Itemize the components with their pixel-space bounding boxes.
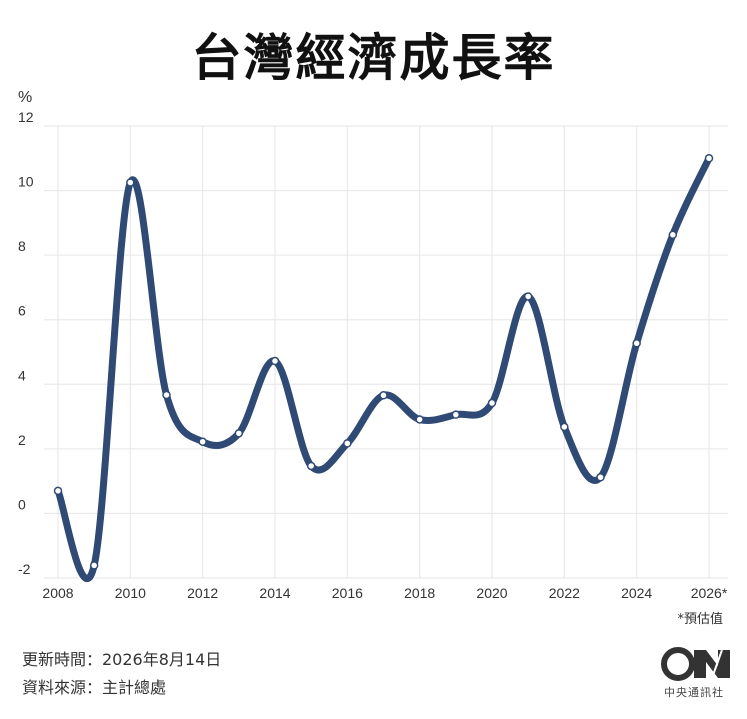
data-point [198, 437, 207, 447]
forecast-footnote: *預估值 [677, 612, 723, 627]
cna-logo-text: 中央通訊社 [664, 686, 724, 699]
x-tick-label: 2014 [259, 585, 290, 600]
data-point [415, 415, 424, 424]
y-tick-label: 8 [18, 238, 26, 254]
cna-logo-icon [661, 647, 730, 681]
y-tick-label: 10 [18, 174, 34, 190]
data-point [668, 230, 678, 240]
y-tick-label: 6 [18, 303, 26, 319]
y-tick-label: 4 [18, 367, 26, 383]
x-tick-label: 2016 [332, 585, 363, 600]
data-source: 資料來源：主計總處 [22, 678, 167, 697]
x-tick-label: 2010 [115, 585, 146, 600]
y-tick-label: -2 [18, 561, 31, 577]
x-tick-label: 2026* [691, 585, 728, 600]
x-tick-label: 2008 [42, 585, 73, 600]
y-axis-unit: % [18, 89, 32, 106]
data-point [270, 356, 280, 366]
x-tick-label: 2024 [621, 585, 652, 600]
data-point [53, 486, 63, 496]
data-point [306, 461, 316, 471]
data-point [451, 410, 461, 419]
data-point [523, 292, 533, 301]
y-axis-ticks: -2 0 2 4 6 8 10 12 [18, 109, 34, 577]
data-point [704, 154, 714, 163]
chart-grid [44, 125, 728, 579]
chart-title: 台灣經濟成長率 [191, 29, 556, 87]
data-point [596, 473, 605, 482]
x-axis-ticks: 2008 2010 2012 2014 2016 2018 2020 2022 2024 2026… [42, 585, 727, 600]
series-line [54, 154, 713, 582]
data-point [379, 391, 388, 400]
data-point [126, 178, 135, 187]
series-layer [53, 154, 714, 582]
data-point [89, 561, 99, 570]
y-tick-label: 0 [18, 496, 26, 512]
update-time: 更新時間：2026年8月14日 [22, 650, 222, 669]
x-tick-label: 2022 [549, 585, 580, 600]
data-point [632, 339, 641, 348]
data-point [487, 398, 497, 408]
x-tick-label: 2020 [476, 585, 507, 600]
line-chart: -2 0 2 4 6 8 10 12 2008 2010 2012 2014 2016 2018 2020… [18, 89, 728, 600]
data-point [560, 422, 569, 432]
x-tick-label: 2012 [187, 585, 218, 600]
y-tick-label: 2 [18, 432, 26, 448]
data-point [343, 439, 352, 448]
data-point [162, 390, 171, 400]
y-tick-label: 12 [18, 109, 34, 125]
data-point [234, 429, 244, 438]
x-tick-label: 2018 [404, 585, 435, 600]
